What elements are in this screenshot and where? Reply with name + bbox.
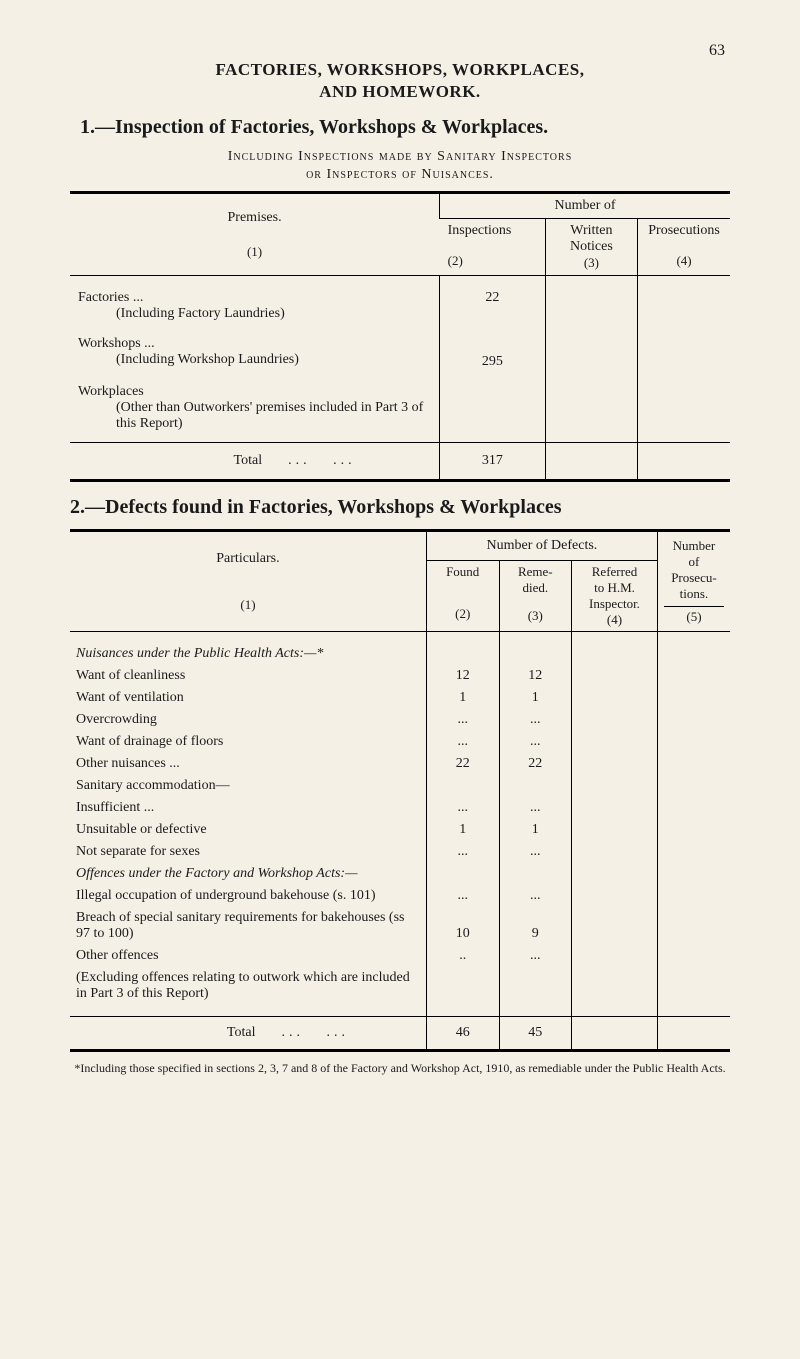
number-defects-header: Number of Defects. bbox=[426, 532, 657, 561]
inspections-header: Inspections bbox=[448, 223, 537, 239]
prosecutions-header: Prosecutions bbox=[646, 223, 722, 239]
total-reme: 45 bbox=[499, 1017, 572, 1051]
col-num-3: (3) bbox=[554, 255, 629, 271]
other-nuisances-reme: 22 bbox=[499, 753, 572, 775]
t2-col-num-1: (1) bbox=[76, 597, 420, 613]
other-nuisances: Other nuisances ... bbox=[76, 756, 180, 771]
factories-sub: (Including Factory Laundries) bbox=[78, 306, 431, 322]
want-ventilation-found: 1 bbox=[426, 687, 499, 709]
workshops-inspections: 295 bbox=[440, 326, 546, 374]
factories-inspections: 22 bbox=[440, 276, 546, 327]
tohm-header: to H.M. bbox=[578, 580, 651, 596]
other-offences: Other offences bbox=[76, 948, 159, 963]
insufficient: Insufficient ... bbox=[76, 800, 154, 815]
t2-col-num-5: (5) bbox=[664, 606, 724, 625]
breach: Breach of special sanitary requirements … bbox=[76, 910, 405, 941]
table-2: Particulars. (1) Number of Defects. Numb… bbox=[70, 532, 730, 1052]
t2-col-num-3: (3) bbox=[506, 608, 566, 624]
including-line1: Including Inspections made by Sanitary I… bbox=[70, 149, 730, 165]
col-num-1: (1) bbox=[78, 244, 431, 260]
found-header: Found bbox=[433, 564, 493, 580]
unsuitable: Unsuitable or defective bbox=[76, 822, 207, 837]
want-cleanliness: Want of cleanliness bbox=[76, 668, 185, 683]
number-label3: Prosecu- bbox=[664, 570, 724, 586]
workplaces-label: Workplaces bbox=[78, 384, 431, 400]
overcrowding: Overcrowding bbox=[76, 712, 157, 727]
unsuitable-reme: 1 bbox=[499, 819, 572, 841]
t2-col-num-4: (4) bbox=[578, 612, 651, 628]
col-num-2: (2) bbox=[448, 253, 537, 269]
main-title-line2: AND HOMEWORK. bbox=[70, 82, 730, 102]
illegal-occ: Illegal occupation of underground bakeho… bbox=[76, 888, 376, 903]
workshops-sub: (Including Workshop Laundries) bbox=[78, 352, 431, 368]
particulars-label: Particulars. bbox=[76, 551, 420, 567]
excluding: (Excluding offences relating to outwork … bbox=[76, 970, 410, 1001]
inspector-header: Inspector. bbox=[578, 596, 651, 612]
not-separate: Not separate for sexes bbox=[76, 844, 200, 859]
factories-label: Factories ... bbox=[78, 290, 431, 306]
referred-header: Referred bbox=[578, 564, 651, 580]
total-inspections: 317 bbox=[440, 443, 546, 481]
including-line2: or Inspectors of Nuisances. bbox=[70, 167, 730, 183]
number-of-header: Number of bbox=[440, 194, 730, 219]
offences-title: Offences under the Factory and Workshop … bbox=[76, 866, 358, 881]
main-title-line1: FACTORIES, WORKSHOPS, WORKPLACES, bbox=[70, 60, 730, 80]
page-number: 63 bbox=[709, 42, 725, 60]
written-header: Written bbox=[554, 223, 629, 239]
want-cleanliness-found: 12 bbox=[426, 665, 499, 687]
want-ventilation-reme: 1 bbox=[499, 687, 572, 709]
total-found: 46 bbox=[426, 1017, 499, 1051]
table-1: Premises. (1) Number of Inspections (2) … bbox=[70, 194, 730, 482]
total-label-2: Total bbox=[227, 1025, 256, 1040]
section-1-heading: 1.—Inspection of Factories, Workshops & … bbox=[80, 116, 730, 139]
number-label4: tions. bbox=[664, 586, 724, 602]
premises-label: Premises. bbox=[78, 210, 431, 226]
breach-reme: 9 bbox=[499, 907, 572, 945]
want-cleanliness-reme: 12 bbox=[499, 665, 572, 687]
col-num-4: (4) bbox=[646, 253, 722, 269]
nuisances-title: Nuisances under the Public Health Acts:—… bbox=[76, 646, 323, 661]
notices-header: Notices bbox=[554, 239, 629, 255]
workshops-label: Workshops ... bbox=[78, 336, 431, 352]
footnote: *Including those specified in sections 2… bbox=[70, 1060, 730, 1077]
want-ventilation: Want of ventilation bbox=[76, 690, 184, 705]
sanitary-accom: Sanitary accommodation— bbox=[76, 778, 230, 793]
workplaces-sub: (Other than Outworkers' premises include… bbox=[78, 400, 431, 432]
total-label-1: Total bbox=[234, 453, 263, 468]
died-header: died. bbox=[506, 580, 566, 596]
unsuitable-found: 1 bbox=[426, 819, 499, 841]
reme-header: Reme- bbox=[506, 564, 566, 580]
breach-found: 10 bbox=[426, 907, 499, 945]
want-drainage: Want of drainage of floors bbox=[76, 734, 223, 749]
number-label1: Number bbox=[664, 538, 724, 554]
other-nuisances-found: 22 bbox=[426, 753, 499, 775]
number-label2: of bbox=[664, 554, 724, 570]
section-2-heading: 2.—Defects found in Factories, Workshops… bbox=[70, 496, 730, 519]
t2-col-num-2: (2) bbox=[433, 606, 493, 622]
